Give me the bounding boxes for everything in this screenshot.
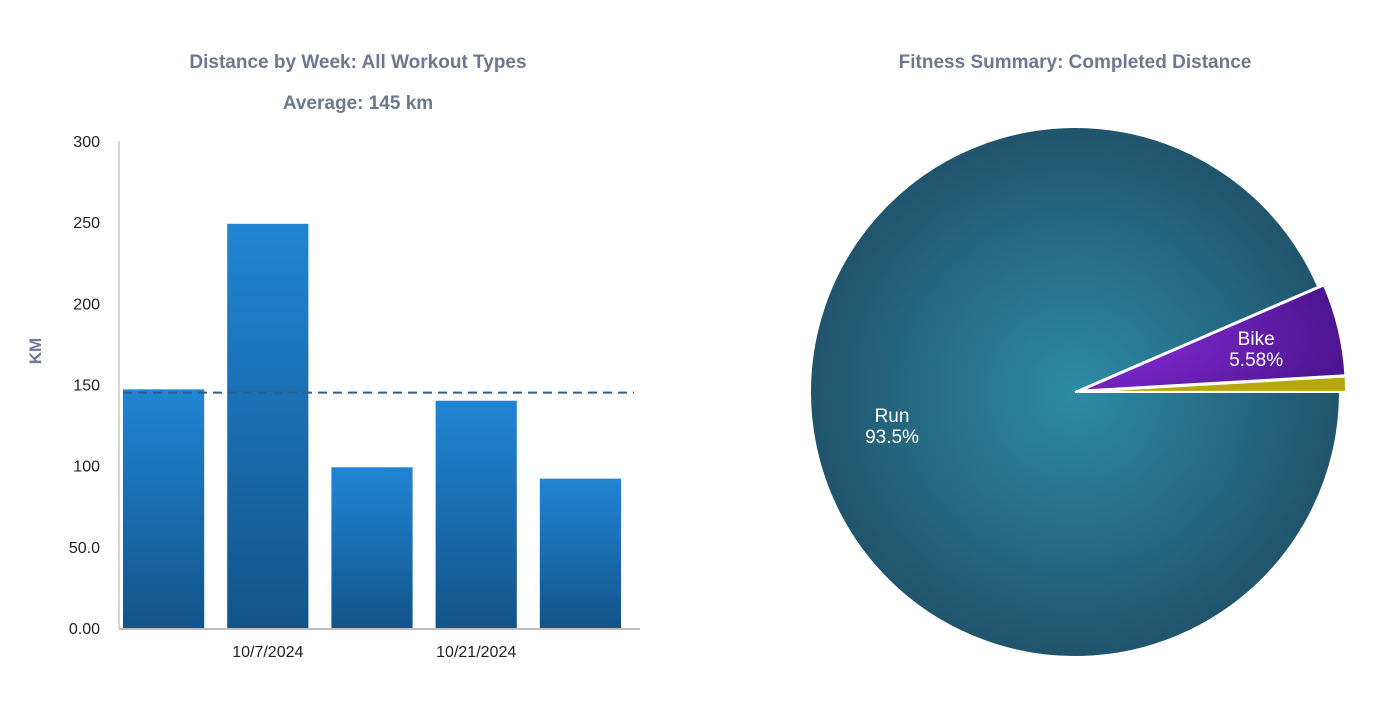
y-tick-label: 50.0 bbox=[69, 540, 100, 557]
pie-slice-other[interactable] bbox=[1080, 375, 1348, 393]
bar-chart-subtitle: Average: 145 km bbox=[283, 93, 433, 114]
pie-slice-label: Bike bbox=[1238, 329, 1275, 350]
bar-chart: Distance by Week: All Workout Types Aver… bbox=[26, 52, 640, 661]
pie-slice-label: Run bbox=[875, 406, 910, 427]
pie-chart-title: Fitness Summary: Completed Distance bbox=[899, 52, 1252, 73]
x-tick-label: 10/7/2024 bbox=[232, 644, 303, 661]
x-tick-labels: 10/7/2024 10/21/2024 bbox=[232, 644, 516, 661]
x-tick-label: 10/21/2024 bbox=[436, 644, 516, 661]
y-tick-label: 200 bbox=[73, 296, 100, 313]
y-tick-label: 0.00 bbox=[69, 621, 100, 638]
pie-slice-percent: 5.58% bbox=[1229, 350, 1283, 371]
pie-slice-run[interactable] bbox=[809, 126, 1342, 658]
bar[interactable] bbox=[123, 389, 205, 628]
y-tick-label: 100 bbox=[73, 459, 100, 476]
bar[interactable] bbox=[539, 478, 621, 628]
y-tick-label: 300 bbox=[73, 134, 100, 151]
bar[interactable] bbox=[435, 400, 517, 628]
bars bbox=[123, 223, 621, 629]
y-tick-label: 250 bbox=[73, 215, 100, 232]
y-axis-label: KM bbox=[26, 338, 45, 364]
bar-chart-title: Distance by Week: All Workout Types bbox=[189, 52, 526, 73]
pie-slice-percent: 93.5% bbox=[865, 427, 919, 448]
pie-slices bbox=[809, 126, 1348, 658]
y-tick-label: 150 bbox=[73, 378, 100, 395]
pie-slice-bike[interactable] bbox=[1080, 284, 1347, 392]
y-tick-labels: 0.00 50.0 100 150 200 250 300 bbox=[69, 134, 100, 638]
bar[interactable] bbox=[331, 467, 413, 628]
pie-chart: Fitness Summary: Completed Distance Run9… bbox=[809, 52, 1348, 658]
bar[interactable] bbox=[227, 223, 309, 629]
